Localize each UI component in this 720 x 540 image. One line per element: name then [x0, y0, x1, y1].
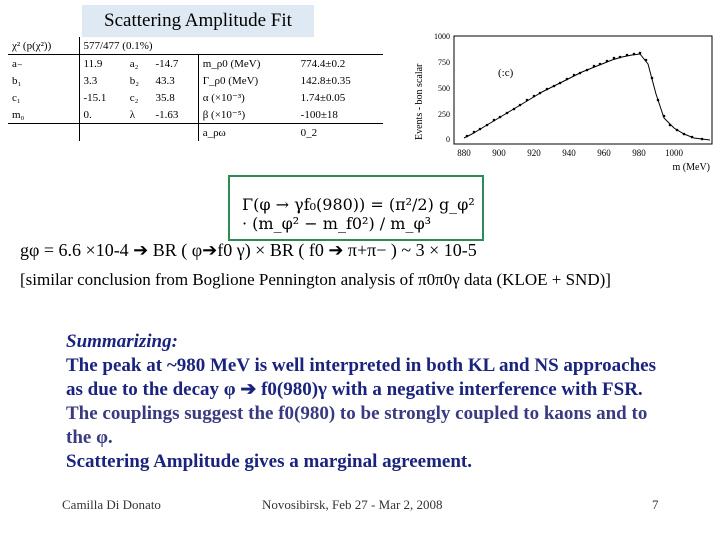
plot-panel-label: (:c) [498, 67, 514, 79]
table-cell: -14.7 [151, 54, 199, 72]
y-tick-label: 750 [438, 58, 450, 67]
table-cell: c₂ [129, 91, 139, 104]
table-row: a₋ 11.9 a₂ -14.7 m_ρ0 (MeV) 774.4±0.2 [8, 54, 383, 72]
table-row: b₁ 3.3 b₂ 43.3 Γ_ρ0 (MeV) 142.8±0.35 [8, 72, 383, 89]
table-cell: -1.63 [151, 106, 199, 124]
summary-heading: Summarizing: [66, 331, 178, 352]
table-cell: -100±18 [300, 108, 338, 121]
table-footer-label: a_ρω [198, 123, 297, 141]
spectrum-plot: Events - bon scalar 1000 750 500 250 0 8… [414, 32, 713, 173]
table-footer-value: 0_2 [296, 123, 383, 141]
x-tick-label: 960 [597, 148, 611, 158]
summary-paragraph-2: The couplings suggest the f0(980) to be … [66, 403, 648, 448]
table-cell: b₁ [8, 72, 80, 89]
table-row: c₁ -15.1 c₂ 35.8 α (×10⁻³) 1.74±0.05 [8, 89, 383, 106]
table-cell: β (×10⁻⁵) [202, 109, 246, 121]
table-cell: a₋ [8, 54, 80, 72]
x-tick-label: 880 [457, 148, 471, 158]
table-cell: a₂ [129, 57, 139, 70]
table-cell: 11.9 [83, 57, 103, 70]
chi2-label: χ² (p(χ²)) [8, 37, 80, 55]
x-tick-label: 920 [527, 148, 541, 158]
slide-title: Scattering Amplitude Fit [82, 5, 314, 37]
table-cell: b₂ [129, 74, 140, 87]
y-tick-label: 500 [438, 84, 450, 93]
similar-conclusion-line: [similar conclusion from Boglione Pennin… [20, 270, 611, 289]
table-cell: -15.1 [83, 91, 107, 104]
table-cell: 1.74±0.05 [300, 91, 346, 104]
data-points [465, 51, 704, 141]
plot-xlabel: m (MeV) [673, 162, 711, 173]
x-tick-label: 900 [492, 148, 506, 158]
table-cell: α (×10⁻³) [202, 92, 245, 104]
footer-author: Camilla Di Donato [62, 497, 161, 512]
x-tick-label: 1000 [665, 148, 684, 158]
table-cell: 3.3 [83, 74, 98, 87]
chi2-value: 577/477 (0.1%) [79, 37, 383, 55]
y-tick-label: 250 [438, 110, 450, 119]
table-cell: 0. [83, 108, 92, 121]
table-cell: m_ρ0 (MeV) [202, 57, 261, 70]
table-cell: m₀ [8, 106, 80, 124]
plot-ylabel: Events - bon scalar [414, 63, 425, 140]
result-line: gφ = 6.6 ×10-4 ➔ BR ( φ➔f0 γ) × BR ( f0 … [20, 240, 477, 260]
table-row: m₀ 0. λ -1.63 β (×10⁻⁵) -100±18 [8, 106, 383, 124]
table-cell: 142.8±0.35 [300, 74, 351, 87]
summary-paragraph-1: The peak at ~980 MeV is well interpreted… [66, 355, 656, 400]
footer-venue: Novosibirsk, Feb 27 - Mar 2, 2008 [262, 497, 443, 512]
table-cell: 35.8 [151, 89, 199, 106]
table-cell: Γ_ρ0 (MeV) [202, 74, 259, 87]
y-tick-label: 1000 [434, 32, 450, 41]
x-tick-label: 980 [632, 148, 646, 158]
table-cell: 774.4±0.2 [300, 57, 346, 70]
decay-width-formula: Γ(φ → γf₀(980)) = (π²/2) g_φ² · (m_φ² − … [228, 175, 484, 241]
table-cell: 43.3 [151, 72, 199, 89]
table-cell: c₁ [8, 89, 80, 106]
summary-paragraph-3: Scattering Amplitude gives a marginal ag… [66, 451, 472, 472]
x-tick-label: 940 [562, 148, 576, 158]
page-number: 7 [652, 497, 659, 512]
formula-text: Γ(φ → γf₀(980)) = (π²/2) g_φ² · (m_φ² − … [242, 195, 475, 233]
table-cell: λ [129, 108, 136, 121]
fit-parameters-table: χ² (p(χ²)) 577/477 (0.1%) a₋ 11.9 a₂ -14… [8, 37, 383, 167]
summary-block: Summarizing: The peak at ~980 MeV is wel… [66, 330, 666, 474]
y-tick-label: 0 [446, 135, 450, 144]
plot-frame [453, 35, 713, 145]
